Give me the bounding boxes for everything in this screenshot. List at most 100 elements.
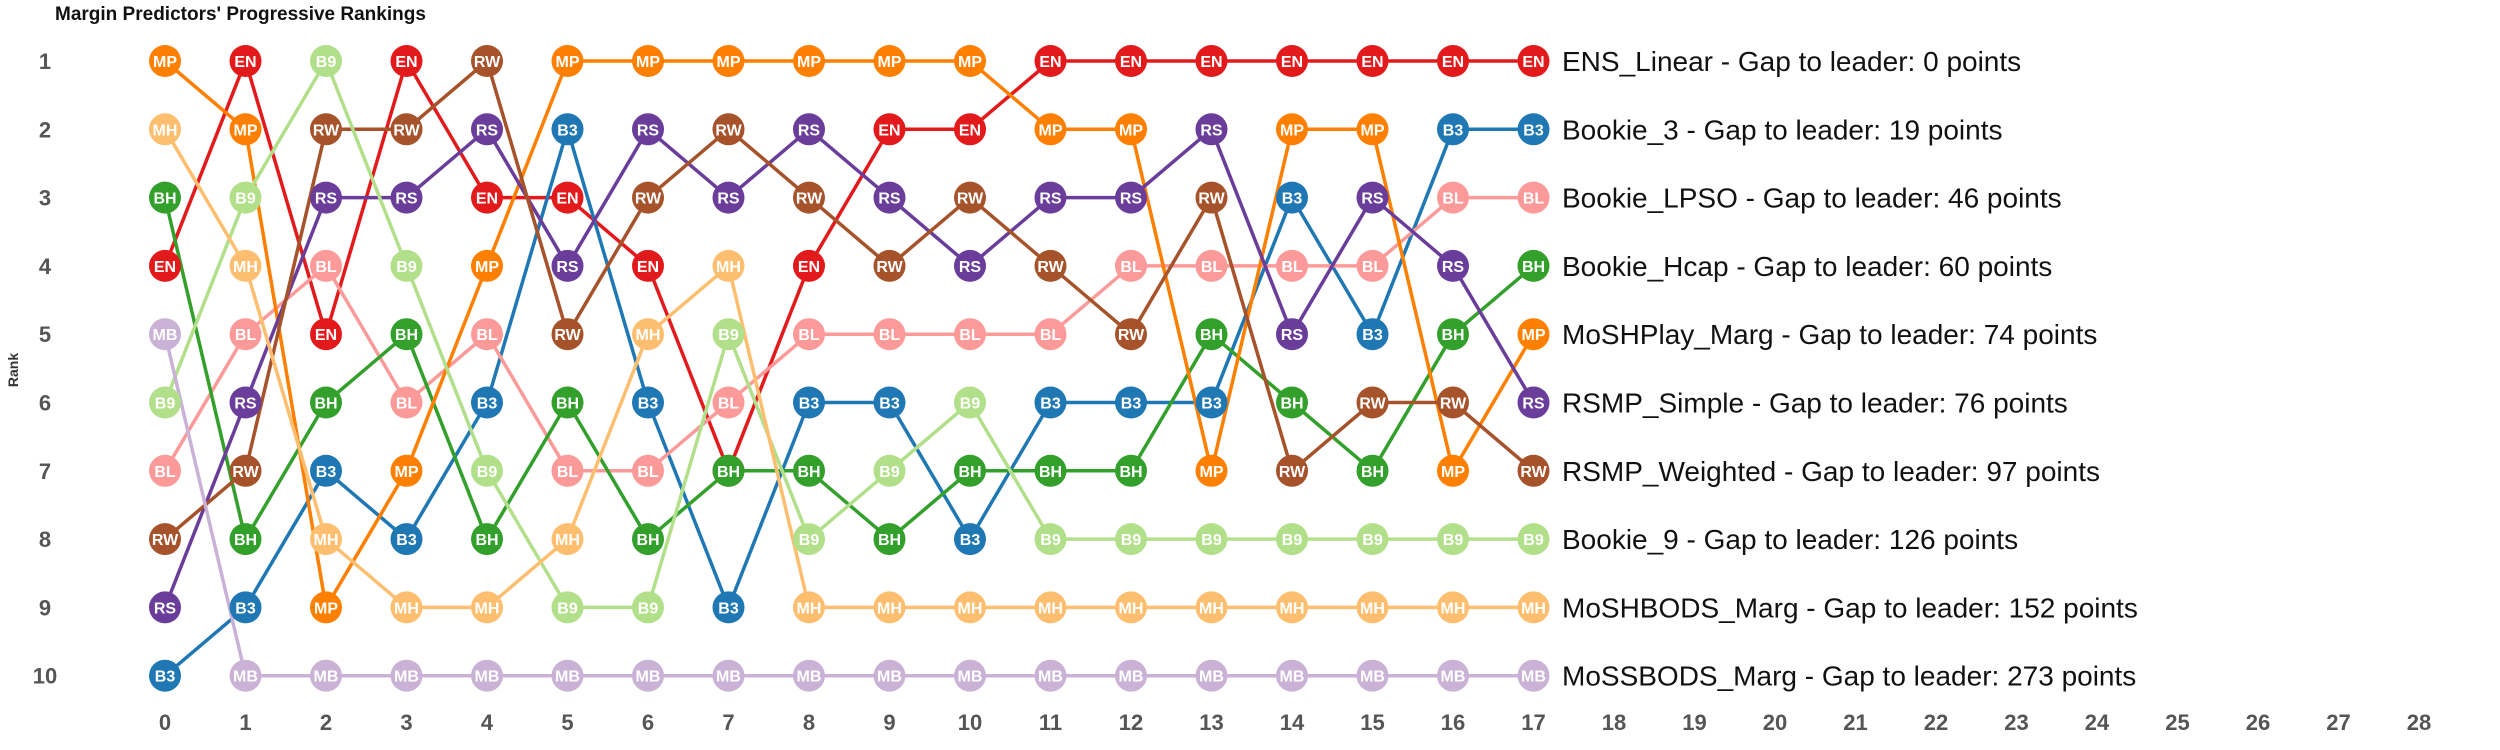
point-marker [1437,386,1469,419]
point-rw: RW [390,113,423,146]
point-label: MB [797,669,822,686]
point-label: MP [878,54,902,71]
point-marker [632,45,664,77]
point-label: B3 [1523,122,1544,139]
point-label: B9 [1121,532,1142,549]
point-label: MP [958,54,982,71]
point-rs: RS [229,386,262,419]
point-marker [1437,454,1469,487]
point-marker [551,181,584,214]
point-label: MP [314,600,338,617]
point-label: BH [797,464,820,481]
point-label: EN [1522,54,1544,71]
point-b9: B9 [1437,523,1469,556]
point-label: EN [959,122,981,139]
point-label: MP [475,259,499,276]
point-label: MH [1038,600,1063,617]
point-bh: BH [1517,249,1550,282]
point-mh: MH [873,591,906,624]
point-mb: MB [1517,659,1550,692]
point-bl: BL [1276,249,1308,282]
point-marker [954,45,986,77]
point-marker [1195,318,1228,351]
point-label: EN [476,191,498,208]
point-label: MB [475,669,500,686]
point-b9: B9 [1195,523,1228,556]
point-label: RW [1037,259,1064,276]
point-label: EN [1039,54,1061,71]
point-bl: BL [390,386,423,419]
point-b9: B9 [551,591,584,624]
x-tick-label: 15 [1360,710,1384,735]
y-axis-ticks: 1 2 3 4 5 6 7 8 9 10 [33,49,57,689]
point-marker [1356,386,1389,419]
point-marker [1034,454,1067,487]
point-label: MB [877,669,902,686]
point-mb: MB [1115,659,1147,692]
point-bl: BL [873,318,906,351]
point-marker [873,249,906,282]
point-label: BH [1200,327,1223,344]
point-label: EN [878,122,900,139]
point-mb: MB [712,659,745,692]
point-b3: B3 [1437,113,1469,146]
point-marker [632,386,664,419]
point-rw: RW [873,249,906,282]
point-label: RS [556,259,579,276]
point-bh: BH [954,454,986,487]
point-bh: BH [793,454,825,487]
point-b3: B3 [632,386,664,419]
point-label: MB [716,669,741,686]
point-marker [1356,45,1389,77]
point-bl: BL [1195,249,1228,282]
point-label: BL [718,396,740,413]
point-label: B3 [1121,396,1142,413]
point-marker [471,454,503,487]
point-marker [793,318,825,351]
point-marker [632,113,664,146]
point-label: MB [1199,669,1224,686]
annotation-rw: RSMP_Weighted - Gap to leader: 97 points [1562,456,2100,487]
point-label: RS [959,259,982,276]
point-marker [873,659,906,692]
point-rw: RW [954,181,986,214]
point-marker [1195,659,1228,692]
point-label: RW [474,54,501,71]
point-rs: RS [1276,318,1308,351]
point-label: B9 [1443,532,1464,549]
point-mh: MH [1517,591,1550,624]
point-marker [1517,386,1550,419]
x-tick-label: 26 [2246,710,2270,735]
annotation-bl: Bookie_LPSO - Gap to leader: 46 points [1562,183,2062,214]
point-mb: MB [873,659,906,692]
point-label: B9 [718,327,739,344]
point-marker [1195,181,1228,214]
series-line-rw [163,59,1536,541]
y-tick-label: 4 [39,254,52,279]
point-marker [1276,318,1308,351]
point-marker [149,454,181,487]
point-marker [1115,659,1147,692]
point-label: EN [1442,54,1464,71]
point-label: RS [1522,396,1545,413]
y-tick-label: 2 [39,117,51,142]
point-label: RW [1279,464,1306,481]
point-b9: B9 [1034,523,1067,556]
point-marker [229,659,262,692]
point-marker [1115,318,1147,351]
point-label: MB [1038,669,1063,686]
point-label: RW [1359,396,1386,413]
point-label: MH [1360,600,1385,617]
point-label: MH [797,600,822,617]
point-rs: RS [954,249,986,282]
point-mp: MP [1517,318,1550,351]
point-mb: MB [149,318,181,351]
point-label: B9 [557,600,578,617]
point-label: BH [234,532,257,549]
point-b3: B3 [712,591,745,624]
point-marker [229,113,262,146]
point-rw: RW [149,523,181,556]
series-line-bh [163,195,1536,541]
point-marker [551,113,584,146]
point-marker [229,591,262,624]
